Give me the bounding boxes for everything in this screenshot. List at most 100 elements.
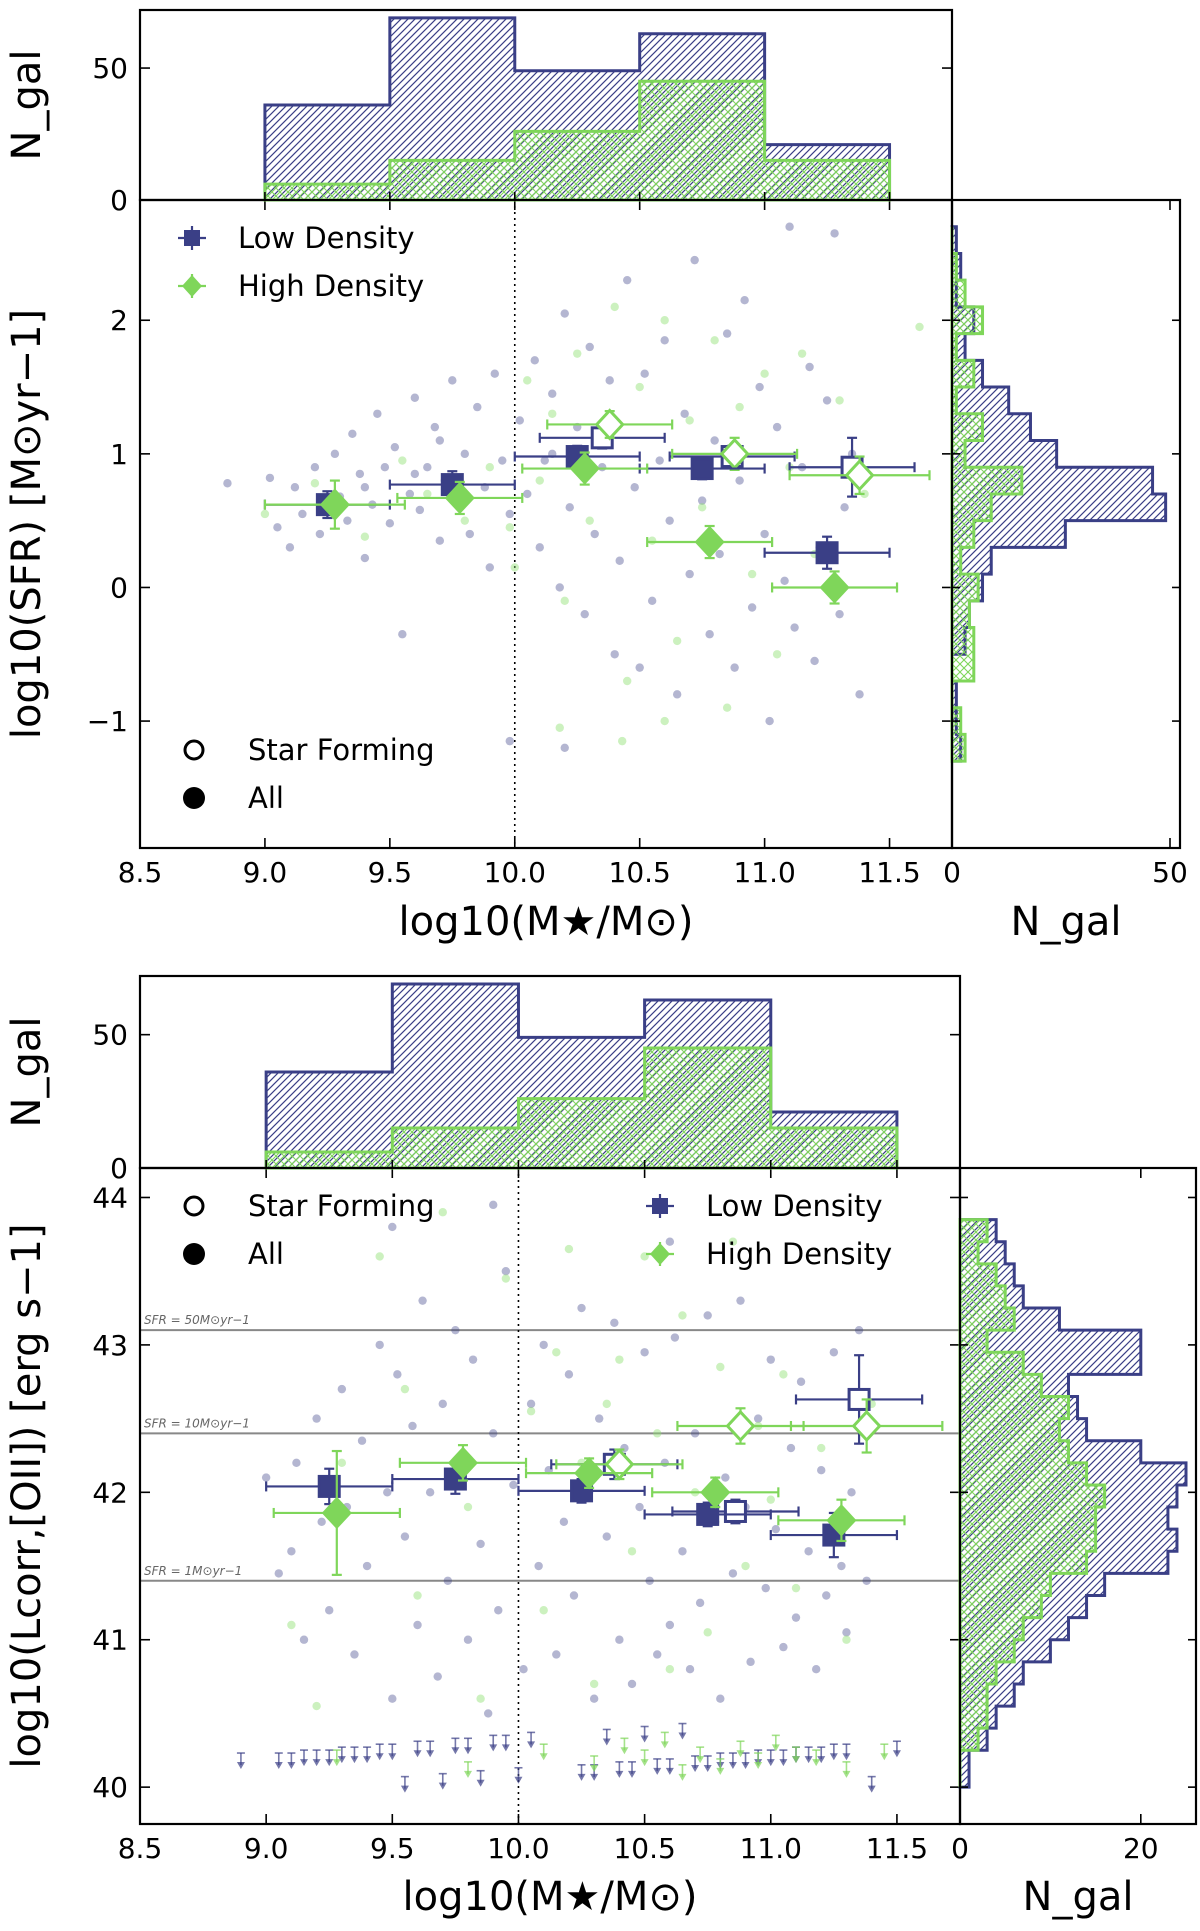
- upper-limit-high: [539, 1743, 548, 1761]
- upper-limit-low: [413, 1740, 422, 1758]
- top-histogram-high: [264, 1046, 899, 1170]
- y-tick-label: 44: [92, 1181, 128, 1214]
- galaxy-point-low: [716, 1694, 725, 1703]
- x-tick-label: 9.5: [370, 1832, 415, 1865]
- galaxy-point-low: [418, 1296, 427, 1305]
- galaxy-point-high: [360, 532, 370, 541]
- galaxy-point-high: [310, 479, 320, 488]
- galaxy-point-low: [535, 543, 544, 552]
- galaxy-point-low: [552, 1650, 561, 1659]
- galaxy-point-high: [476, 1694, 485, 1703]
- galaxy-point-high: [602, 1399, 611, 1409]
- binned-all-high-marker: [569, 452, 600, 485]
- legend-high-density: High Density: [238, 269, 424, 303]
- galaxy-point-low: [523, 489, 532, 499]
- sfr-reference-label: SFR = 1M⊙yr−1: [144, 1564, 242, 1578]
- upper-limit-head: [287, 1762, 296, 1770]
- galaxy-point-high: [510, 563, 519, 572]
- upper-limit-head: [388, 1753, 397, 1761]
- galaxy-point-high: [463, 1502, 473, 1512]
- galaxy-point-low: [509, 1480, 518, 1490]
- galaxy-point-low: [580, 609, 589, 619]
- right-hist-x-label: N_gal: [1023, 1874, 1134, 1920]
- binned-sf-high: [676, 1407, 805, 1445]
- galaxy-point-low: [721, 1473, 730, 1482]
- galaxy-point-high: [287, 1620, 296, 1630]
- galaxy-point-low: [670, 1333, 680, 1342]
- x-axis-label: log10(M★/M⊙): [403, 1874, 698, 1920]
- upper-limit-low: [766, 1749, 775, 1767]
- galaxy-point-low: [730, 663, 739, 672]
- upper-limit-head: [640, 1759, 649, 1767]
- upper-limit-head: [842, 1753, 851, 1761]
- binned-all-high-marker: [319, 488, 350, 521]
- upper-limit-head: [375, 1753, 384, 1761]
- galaxy-point-low: [804, 1547, 813, 1556]
- right-histogram-high: [958, 1218, 1107, 1788]
- galaxy-point-low: [660, 1458, 669, 1468]
- galaxy-point-low: [375, 1340, 384, 1350]
- galaxy-point-low: [468, 1355, 478, 1364]
- galaxy-point-low: [408, 1421, 417, 1431]
- upper-limit-head: [728, 1762, 737, 1770]
- galaxy-point-low: [703, 1311, 712, 1320]
- upper-limit-low: [842, 1743, 851, 1761]
- galaxy-point-high: [585, 516, 594, 525]
- galaxy-point-high: [413, 1591, 422, 1600]
- galaxy-point-low: [505, 509, 514, 519]
- galaxy-point-low: [817, 1466, 826, 1475]
- top-histogram-frame: [138, 974, 962, 1170]
- right-hist-x-tick-label: 50: [1152, 856, 1188, 889]
- legend-low-density: Low Density: [706, 1189, 883, 1223]
- upper-limit-head: [817, 1756, 826, 1764]
- y-tick-label: 0: [110, 571, 128, 604]
- upper-limit-low: [464, 1737, 472, 1755]
- galaxy-point-low: [645, 1576, 654, 1585]
- upper-limit-low: [640, 1725, 649, 1743]
- galaxy-point-high: [526, 1407, 536, 1416]
- upper-limit-low: [653, 1758, 662, 1775]
- galaxy-point-low: [747, 603, 757, 612]
- galaxy-point-low: [443, 1576, 453, 1585]
- legend-sample: Star Forming All: [183, 1189, 435, 1271]
- upper-limit-head: [438, 1782, 447, 1790]
- galaxy-point-high: [548, 409, 557, 418]
- galaxy-point-low: [330, 449, 340, 459]
- galaxy-point-high: [523, 376, 532, 385]
- upper-limit-head: [660, 1741, 669, 1749]
- galaxy-point-high: [653, 1429, 662, 1438]
- upper-limit-low: [665, 1758, 674, 1775]
- upper-limit-low: [678, 1722, 687, 1740]
- upper-limit-low: [426, 1740, 435, 1758]
- galaxy-point-low: [690, 1429, 700, 1438]
- galaxy-point-low: [287, 1547, 296, 1556]
- galaxy-point-low: [705, 630, 714, 639]
- upper-limit-low: [628, 1761, 636, 1778]
- galaxy-point-high: [741, 1561, 750, 1571]
- x-axis-label: log10(M★/M⊙): [399, 899, 694, 945]
- galaxy-point-low: [501, 1266, 511, 1276]
- upper-limit-head: [527, 1741, 536, 1749]
- galaxy-point-low: [822, 1591, 831, 1600]
- galaxy-point-low: [438, 1399, 447, 1409]
- galaxy-point-low: [615, 1635, 624, 1644]
- galaxy-point-low: [494, 1606, 503, 1615]
- galaxy-point-low: [635, 663, 644, 672]
- binned-sf-high-marker: [851, 1409, 882, 1443]
- galaxy-point-low: [653, 1650, 662, 1659]
- binned-all-high-marker: [700, 1476, 731, 1509]
- legend-low-density: Low Density: [238, 221, 415, 255]
- upper-limit-low: [602, 1728, 611, 1746]
- galaxy-point-low: [298, 509, 307, 519]
- galaxy-point-high: [685, 416, 694, 425]
- galaxy-point-low: [410, 393, 420, 402]
- galaxy-point-low: [842, 1628, 851, 1637]
- galaxy-point-low: [822, 396, 832, 405]
- galaxy-point-low: [360, 483, 370, 492]
- galaxy-point-low: [463, 1635, 473, 1644]
- upper-limit-head: [741, 1762, 750, 1770]
- upper-limit-head: [413, 1750, 422, 1758]
- binned-all-high: [272, 1449, 401, 1576]
- galaxy-point-low: [560, 309, 569, 318]
- galaxy-point-high: [398, 456, 407, 465]
